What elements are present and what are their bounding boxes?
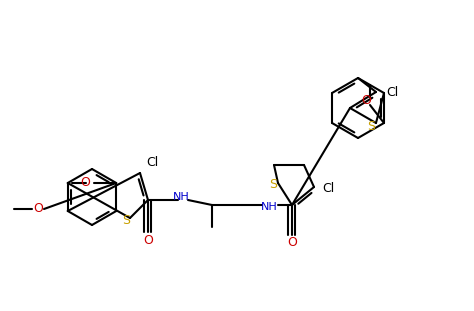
Text: S: S bbox=[367, 119, 375, 132]
Text: S: S bbox=[269, 178, 277, 191]
Text: S: S bbox=[122, 213, 130, 226]
Text: Cl: Cl bbox=[322, 183, 334, 196]
Text: O: O bbox=[361, 95, 371, 108]
Text: Cl: Cl bbox=[146, 156, 158, 169]
Text: O: O bbox=[33, 202, 43, 216]
Text: O: O bbox=[81, 177, 90, 189]
Text: NH: NH bbox=[173, 192, 190, 202]
Text: O: O bbox=[143, 234, 153, 247]
Text: O: O bbox=[287, 236, 297, 249]
Text: NH: NH bbox=[261, 202, 277, 212]
Text: Cl: Cl bbox=[386, 86, 398, 99]
